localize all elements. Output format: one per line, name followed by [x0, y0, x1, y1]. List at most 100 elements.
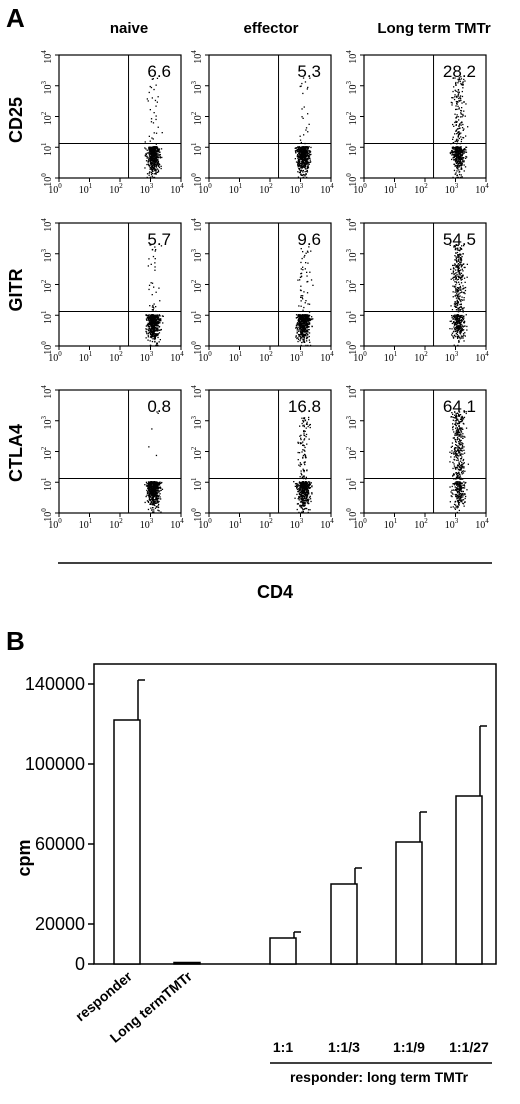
event-dot	[449, 244, 451, 246]
event-dot	[302, 475, 304, 477]
event-dot	[156, 148, 158, 150]
event-dot	[305, 314, 307, 316]
event-dot	[455, 327, 457, 330]
event-dot	[307, 487, 309, 489]
event-dot	[303, 501, 305, 503]
event-dot	[456, 108, 458, 110]
event-dot	[298, 334, 301, 336]
event-dot	[455, 468, 457, 470]
event-dot	[151, 491, 153, 493]
event-dot	[307, 314, 309, 316]
event-dot	[452, 416, 454, 418]
event-dot	[149, 330, 151, 332]
event-dot	[461, 328, 463, 330]
event-dot	[300, 470, 302, 472]
event-dot	[458, 271, 461, 273]
event-dot	[452, 138, 454, 140]
event-dot	[302, 309, 304, 311]
event-dot	[301, 257, 303, 260]
event-dot	[460, 460, 462, 462]
event-dot	[304, 174, 306, 176]
event-dot	[454, 113, 456, 115]
event-dot	[159, 486, 161, 488]
event-dot	[460, 478, 462, 480]
event-dot	[294, 497, 296, 499]
event-dot	[153, 320, 155, 322]
event-dot	[154, 169, 156, 171]
event-dot	[300, 317, 302, 319]
event-dot	[457, 320, 460, 322]
event-dot	[151, 493, 153, 495]
event-dot	[459, 431, 461, 434]
event-dot	[461, 501, 463, 503]
event-dot	[462, 459, 464, 462]
event-dot	[458, 296, 460, 298]
event-dot	[457, 321, 459, 323]
event-dot	[455, 153, 458, 155]
event-dot	[305, 173, 307, 176]
event-dot	[308, 246, 310, 248]
event-dot	[159, 151, 161, 154]
event-dot	[453, 246, 455, 248]
event-dot	[458, 476, 460, 478]
event-dot	[157, 500, 159, 502]
event-dot	[459, 414, 462, 416]
event-dot	[152, 151, 154, 153]
event-dot	[300, 289, 302, 292]
event-dot	[456, 492, 459, 494]
event-dot	[457, 158, 459, 160]
event-dot	[302, 298, 304, 300]
event-dot	[155, 502, 157, 504]
event-dot	[308, 329, 310, 331]
event-dot	[154, 246, 156, 248]
event-dot	[304, 148, 307, 150]
event-dot	[305, 499, 307, 502]
event-dot	[162, 315, 164, 317]
event-dot	[456, 244, 458, 246]
event-dot	[459, 147, 461, 149]
event-dot	[456, 165, 459, 168]
event-dot	[296, 503, 299, 505]
event-dot	[151, 328, 153, 330]
event-dot	[152, 329, 154, 331]
event-dot	[150, 500, 152, 503]
event-dot	[460, 261, 462, 263]
event-dot	[465, 427, 468, 429]
event-dot	[156, 321, 158, 323]
event-dot	[300, 484, 303, 486]
event-dot	[452, 285, 454, 287]
event-dot	[305, 427, 307, 429]
event-dot	[301, 157, 304, 159]
event-dot	[306, 490, 308, 492]
event-dot	[151, 494, 153, 497]
event-dot	[450, 491, 452, 493]
event-dot	[152, 318, 154, 320]
event-dot	[455, 252, 457, 254]
event-dot	[459, 299, 461, 301]
event-dot	[297, 154, 299, 156]
event-dot	[153, 153, 155, 155]
event-dot	[151, 78, 153, 80]
event-dot	[306, 152, 309, 154]
event-dot	[155, 497, 157, 500]
event-dot	[297, 490, 299, 493]
event-dot	[147, 339, 149, 341]
event-dot	[459, 484, 461, 486]
event-dot	[451, 158, 453, 161]
event-dot	[458, 108, 460, 110]
event-dots	[144, 77, 163, 179]
event-dot	[309, 509, 311, 511]
event-dot	[453, 148, 455, 150]
event-dot	[299, 443, 302, 445]
event-dot	[462, 309, 464, 312]
event-dot	[306, 250, 309, 252]
event-dot	[304, 334, 306, 337]
event-dot	[454, 140, 456, 143]
event-dot	[458, 471, 460, 473]
event-dot	[454, 452, 456, 455]
event-dot	[158, 500, 160, 503]
event-dot	[146, 157, 148, 159]
event-dot	[298, 314, 300, 316]
event-dot	[456, 436, 459, 438]
event-dot	[454, 291, 456, 293]
